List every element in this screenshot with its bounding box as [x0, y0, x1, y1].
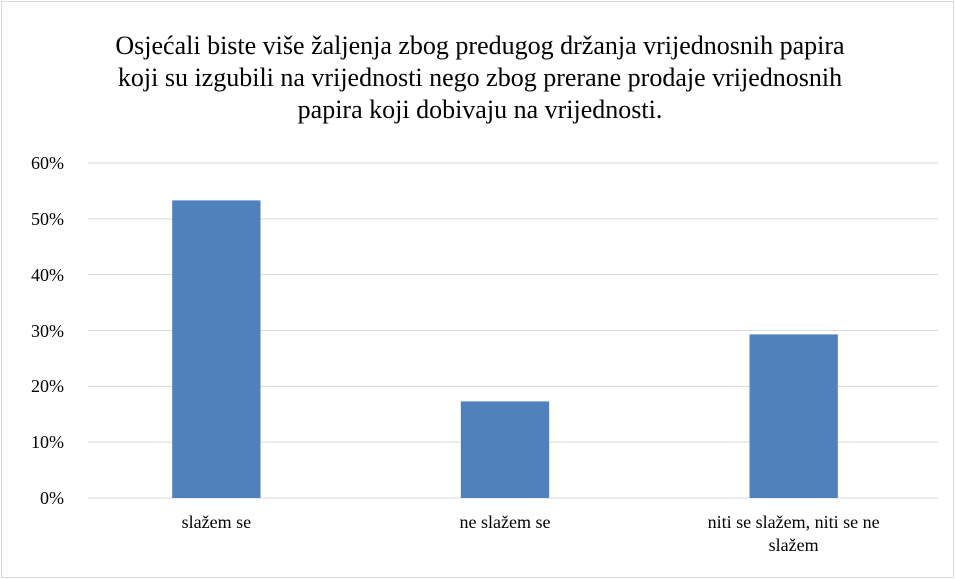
y-tick-label: 10% [31, 432, 64, 453]
chart-title: Osjećali biste više žaljenja zbog predug… [115, 31, 845, 124]
y-tick-label: 50% [31, 208, 64, 229]
bar [749, 334, 838, 498]
y-tick-label: 20% [31, 376, 64, 397]
x-tick-label: slažem se [181, 512, 252, 532]
x-tick-label: ne slažem se [459, 512, 551, 532]
y-tick-label: 40% [31, 264, 64, 285]
bar [172, 200, 261, 499]
bar [460, 401, 550, 498]
y-tick-label: 60% [31, 153, 64, 173]
y-tick-label: 0% [40, 488, 64, 508]
x-tick-label: niti se slažem, niti se ne slažem [707, 512, 880, 555]
y-tick-label: 30% [31, 320, 64, 341]
